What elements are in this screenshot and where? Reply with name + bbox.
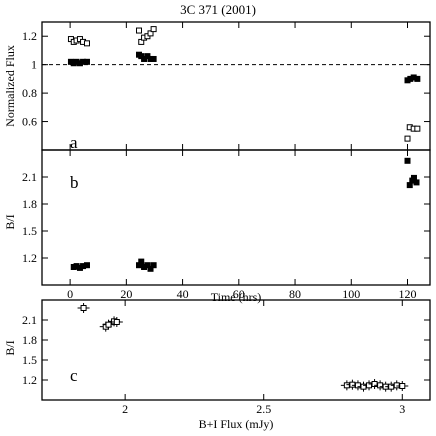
y-tick-label: 1.2: [22, 251, 37, 265]
data-point: [147, 265, 154, 272]
data-point: [406, 182, 413, 189]
data-point: [141, 55, 148, 62]
data-point: [410, 74, 417, 81]
data-point: [343, 382, 350, 389]
data-point: [414, 125, 421, 132]
x-tick-label: 2.5: [256, 402, 271, 416]
data-point: [410, 174, 417, 181]
x-tick-label: 40: [177, 287, 189, 301]
data-point: [144, 53, 151, 60]
data-point: [414, 75, 421, 82]
data-point: [150, 262, 157, 269]
panel-b-ylabel: B/I: [3, 214, 17, 229]
x-tick-label: 100: [342, 287, 360, 301]
y-tick-label: 1.8: [22, 197, 37, 211]
figure-title: 3C 371 (2001): [180, 2, 256, 17]
data-point: [399, 383, 406, 389]
data-point: [407, 75, 414, 82]
data-point: [354, 382, 361, 389]
data-point: [76, 264, 83, 271]
y-tick-label: 1.5: [22, 353, 37, 367]
panel-a-label: a: [70, 133, 78, 152]
panel-b: B/I b Time (hrs) 1.21.51.82.10 20 40 60 80 10…: [3, 149, 431, 304]
data-point: [113, 319, 120, 325]
data-point: [349, 381, 356, 388]
data-point: [360, 383, 367, 390]
data-point: [404, 157, 411, 164]
panel-a-frame: [41, 21, 431, 151]
data-point: [73, 263, 80, 270]
data-point: [136, 27, 142, 34]
data-point: [83, 40, 90, 47]
y-tick-label: 2.1: [22, 313, 37, 327]
x-tick-label: 0: [67, 287, 73, 301]
data-point: [371, 381, 378, 387]
data-point: [80, 263, 87, 270]
y-tick-label: 1: [31, 58, 37, 72]
panel-c-frame: [41, 299, 431, 401]
x-tick-label: 20: [120, 287, 132, 301]
panel-c-label: c: [70, 366, 78, 385]
data-point: [393, 382, 400, 389]
y-tick-label: 0.8: [22, 86, 37, 100]
y-tick-label: 1.2: [22, 373, 37, 387]
data-point: [105, 321, 112, 328]
y-tick-label: 1.2: [22, 29, 37, 43]
panel-a-ylabel: Normalized Flux: [3, 45, 17, 127]
x-tick-label: 60: [233, 287, 245, 301]
panel-a: Normalized Flux a 0.6 0.8 1 1.2: [3, 21, 431, 152]
panel-b-label: b: [70, 173, 79, 192]
data-point: [83, 262, 90, 269]
y-tick-label: 2.1: [22, 170, 37, 184]
y-tick-label: 1.8: [22, 333, 37, 347]
data-point: [138, 258, 145, 265]
data-point: [141, 264, 148, 270]
data-point: [144, 262, 151, 269]
panel-c: B/I c B+I Flux (mJy) 1.2 1.5 1.8 2.1 2 2.5 3: [3, 299, 431, 431]
data-point: [83, 58, 90, 65]
data-point: [76, 60, 83, 67]
data-point: [413, 179, 420, 186]
panel-b-frame: [41, 149, 431, 286]
data-point: [150, 55, 157, 62]
data-point: [388, 383, 395, 390]
x-tick-label: 80: [289, 287, 301, 301]
x-tick-label: 120: [399, 287, 417, 301]
x-tick-label: 2: [122, 402, 128, 416]
data-point: [150, 26, 157, 33]
data-point: [147, 30, 154, 37]
y-tick-label: 0.6: [22, 115, 37, 129]
data-point: [73, 58, 80, 65]
y-tick-label: 1.5: [22, 224, 37, 238]
data-point: [404, 135, 411, 142]
panel-c-ylabel: B/I: [3, 340, 17, 355]
x-tick-label: 3: [399, 402, 405, 416]
data-point: [366, 382, 373, 389]
data-point: [147, 55, 154, 62]
data-point: [377, 382, 384, 389]
data-point: [136, 262, 142, 269]
data-point: [80, 58, 87, 65]
data-point: [80, 305, 87, 311]
panel-c-xlabel: B+I Flux (mJy): [199, 417, 274, 431]
